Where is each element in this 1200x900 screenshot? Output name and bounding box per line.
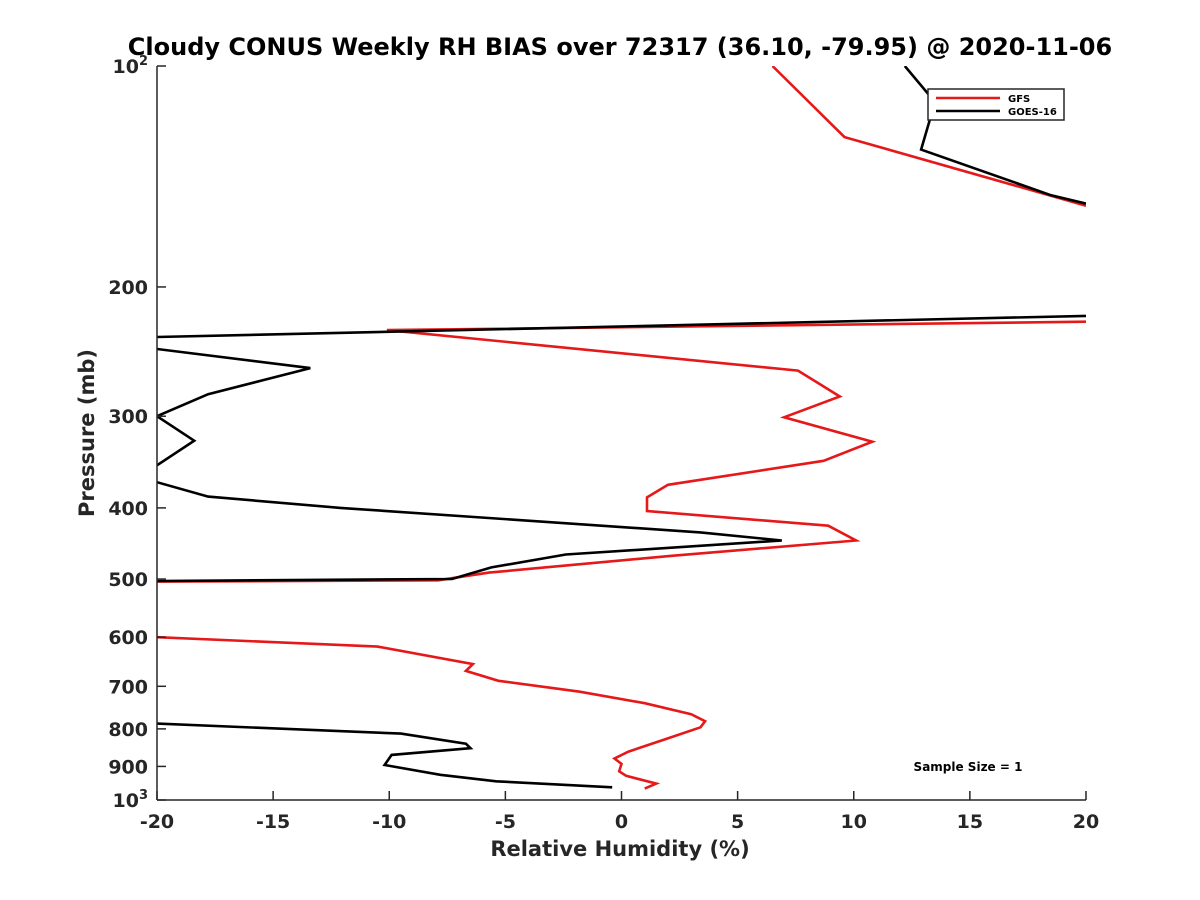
y-tick-label: 200 bbox=[108, 277, 148, 299]
y-tick-label: 700 bbox=[108, 676, 148, 698]
y-tick-label: 102 bbox=[113, 54, 149, 78]
series-line-goes-16-3 bbox=[157, 480, 782, 583]
y-tick-label: 400 bbox=[108, 498, 148, 520]
x-tick-label: -5 bbox=[495, 811, 516, 833]
legend-label: GFS bbox=[1008, 94, 1030, 105]
y-tick-label: 600 bbox=[108, 627, 148, 649]
y-tick-label: 103 bbox=[113, 788, 149, 812]
x-tick-label: 5 bbox=[731, 811, 744, 833]
series-line-gfs-0 bbox=[771, 66, 1086, 207]
series-line-gfs-1 bbox=[157, 320, 1086, 583]
x-tick-label: -15 bbox=[256, 811, 290, 833]
y-tick-label: 300 bbox=[108, 406, 148, 428]
series-line-goes-16-2 bbox=[157, 347, 311, 467]
axes-layer bbox=[156, 65, 1087, 801]
y-tick-labels: 102 200 300 400 500 600 700 800 900 103 bbox=[108, 54, 148, 812]
series-line-gfs-2 bbox=[157, 635, 708, 790]
y-tick-label: 500 bbox=[108, 569, 148, 591]
sample-size-annotation: Sample Size = 1 bbox=[914, 760, 1023, 774]
legend-box bbox=[927, 88, 1065, 121]
y-tick-label: 900 bbox=[108, 756, 148, 778]
x-axis-label: Relative Humidity (%) bbox=[490, 837, 749, 861]
series-layer bbox=[157, 66, 1086, 790]
series-line-goes-16-0 bbox=[903, 66, 1086, 205]
x-tick-label: 0 bbox=[615, 811, 628, 833]
legend-label: GOES-16 bbox=[1008, 107, 1057, 118]
series-line-goes-16-1 bbox=[157, 314, 1086, 339]
x-tick-label: -10 bbox=[372, 811, 406, 833]
x-tick-label: 15 bbox=[957, 811, 983, 833]
y-tick-label: 800 bbox=[108, 719, 148, 741]
x-tick-label: 20 bbox=[1073, 811, 1099, 833]
x-tick-labels: -20 -15 -10 -5 0 5 10 15 20 bbox=[140, 811, 1099, 833]
series-line-goes-16-4 bbox=[157, 722, 613, 789]
legend: GFS GOES-16 bbox=[927, 88, 1065, 121]
x-tick-label: 10 bbox=[841, 811, 867, 833]
y-axis-label: Pressure (mb) bbox=[75, 349, 99, 517]
chart-title: Cloudy CONUS Weekly RH BIAS over 72317 (… bbox=[128, 33, 1112, 61]
x-tick-label: -20 bbox=[140, 811, 174, 833]
